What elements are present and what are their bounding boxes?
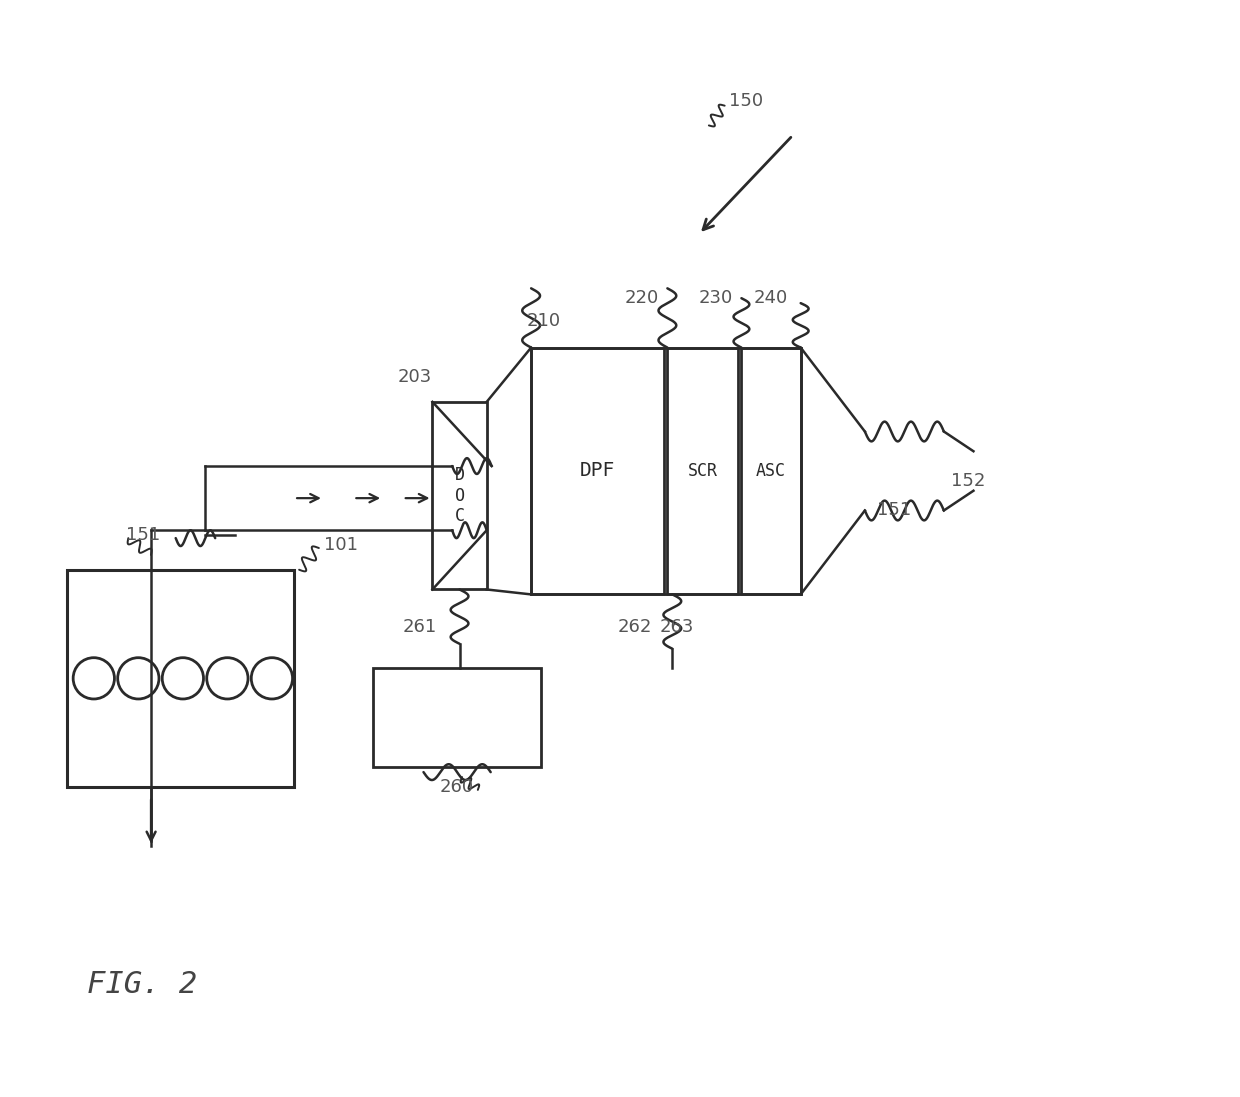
Bar	[67, 569, 294, 787]
Text: 151: 151	[126, 527, 161, 544]
Bar	[373, 668, 541, 767]
Bar	[531, 348, 801, 595]
Bar	[433, 402, 487, 589]
Bar	[742, 348, 801, 595]
Text: 263: 263	[660, 618, 694, 636]
Text: 203: 203	[398, 369, 432, 386]
Text: 210: 210	[526, 312, 560, 330]
Text: 262: 262	[618, 618, 652, 636]
Text: FIG. 2: FIG. 2	[87, 970, 197, 999]
Bar	[531, 348, 665, 595]
Text: 261: 261	[403, 618, 436, 636]
Text: SCR: SCR	[688, 462, 718, 480]
Bar	[667, 348, 739, 595]
Text: 101: 101	[324, 536, 358, 554]
Text: 152: 152	[951, 472, 985, 490]
Text: 260: 260	[439, 778, 474, 796]
Text: 220: 220	[625, 290, 660, 307]
Text: D
O
C: D O C	[455, 466, 465, 525]
Text: ASC: ASC	[756, 462, 786, 480]
Text: DPF: DPF	[580, 462, 615, 480]
Text: 240: 240	[753, 290, 787, 307]
Text: 230: 230	[699, 290, 733, 307]
Text: 150: 150	[729, 92, 763, 110]
Text: 151: 151	[877, 501, 911, 520]
